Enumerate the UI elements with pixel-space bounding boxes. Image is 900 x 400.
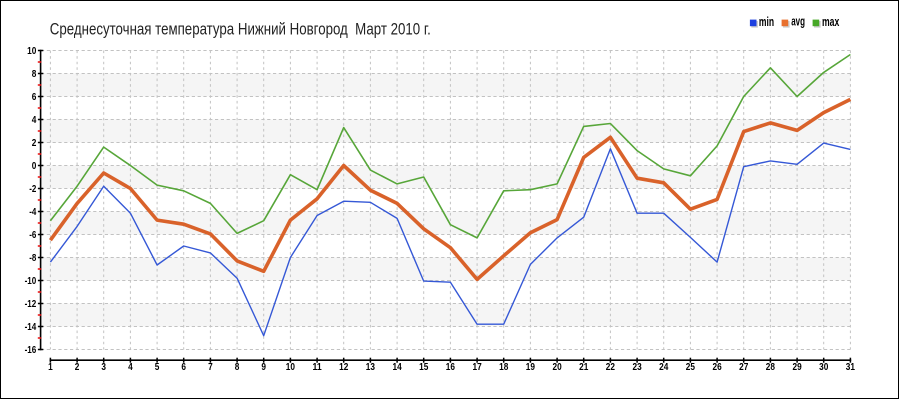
svg-text:Среднесуточная температура Ниж: Среднесуточная температура Нижний Новгор… [50,20,431,38]
svg-text:27: 27 [739,362,749,373]
svg-text:5: 5 [155,362,160,373]
svg-text:13: 13 [366,362,376,373]
svg-text:14: 14 [393,362,403,373]
svg-text:-12: -12 [25,299,37,310]
svg-text:1: 1 [48,362,53,373]
svg-text:6: 6 [32,92,37,103]
svg-text:max: max [822,15,839,29]
svg-text:26: 26 [713,362,723,373]
svg-text:9: 9 [261,362,266,373]
svg-text:6: 6 [181,362,186,373]
svg-text:24: 24 [659,362,669,373]
svg-text:-4: -4 [29,207,36,218]
svg-text:18: 18 [499,362,509,373]
svg-text:16: 16 [446,362,456,373]
svg-text:-14: -14 [25,322,37,333]
svg-text:20: 20 [553,362,563,373]
svg-text:8: 8 [32,69,37,80]
svg-text:30: 30 [819,362,829,373]
svg-text:10: 10 [27,46,37,57]
svg-text:31: 31 [846,362,856,373]
svg-text:12: 12 [339,362,349,373]
svg-text:10: 10 [286,362,296,373]
svg-text:25: 25 [686,362,696,373]
svg-text:7: 7 [208,362,213,373]
svg-text:8: 8 [235,362,240,373]
svg-text:min: min [759,15,774,29]
svg-text:17: 17 [473,362,483,373]
svg-text:avg: avg [791,14,805,28]
svg-text:2: 2 [32,138,37,149]
svg-text:23: 23 [633,362,643,373]
svg-text:-6: -6 [29,230,36,241]
svg-text:22: 22 [606,362,616,373]
svg-text:21: 21 [579,362,589,373]
svg-text:11: 11 [313,362,323,373]
svg-text:-8: -8 [29,253,36,264]
svg-text:4: 4 [128,362,133,373]
svg-text:0: 0 [32,161,37,172]
svg-text:-16: -16 [25,345,37,356]
svg-text:-2: -2 [29,184,36,195]
svg-text:15: 15 [419,362,429,373]
svg-text:3: 3 [101,362,106,373]
svg-text:4: 4 [32,115,37,126]
svg-text:19: 19 [526,362,536,373]
svg-text:-10: -10 [25,276,37,287]
svg-text:29: 29 [793,362,803,373]
svg-text:2: 2 [75,362,80,373]
svg-text:28: 28 [766,362,776,373]
